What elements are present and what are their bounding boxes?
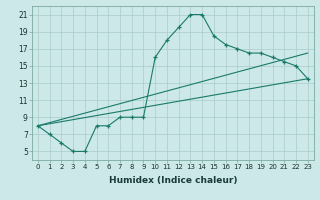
X-axis label: Humidex (Indice chaleur): Humidex (Indice chaleur) [108, 176, 237, 185]
